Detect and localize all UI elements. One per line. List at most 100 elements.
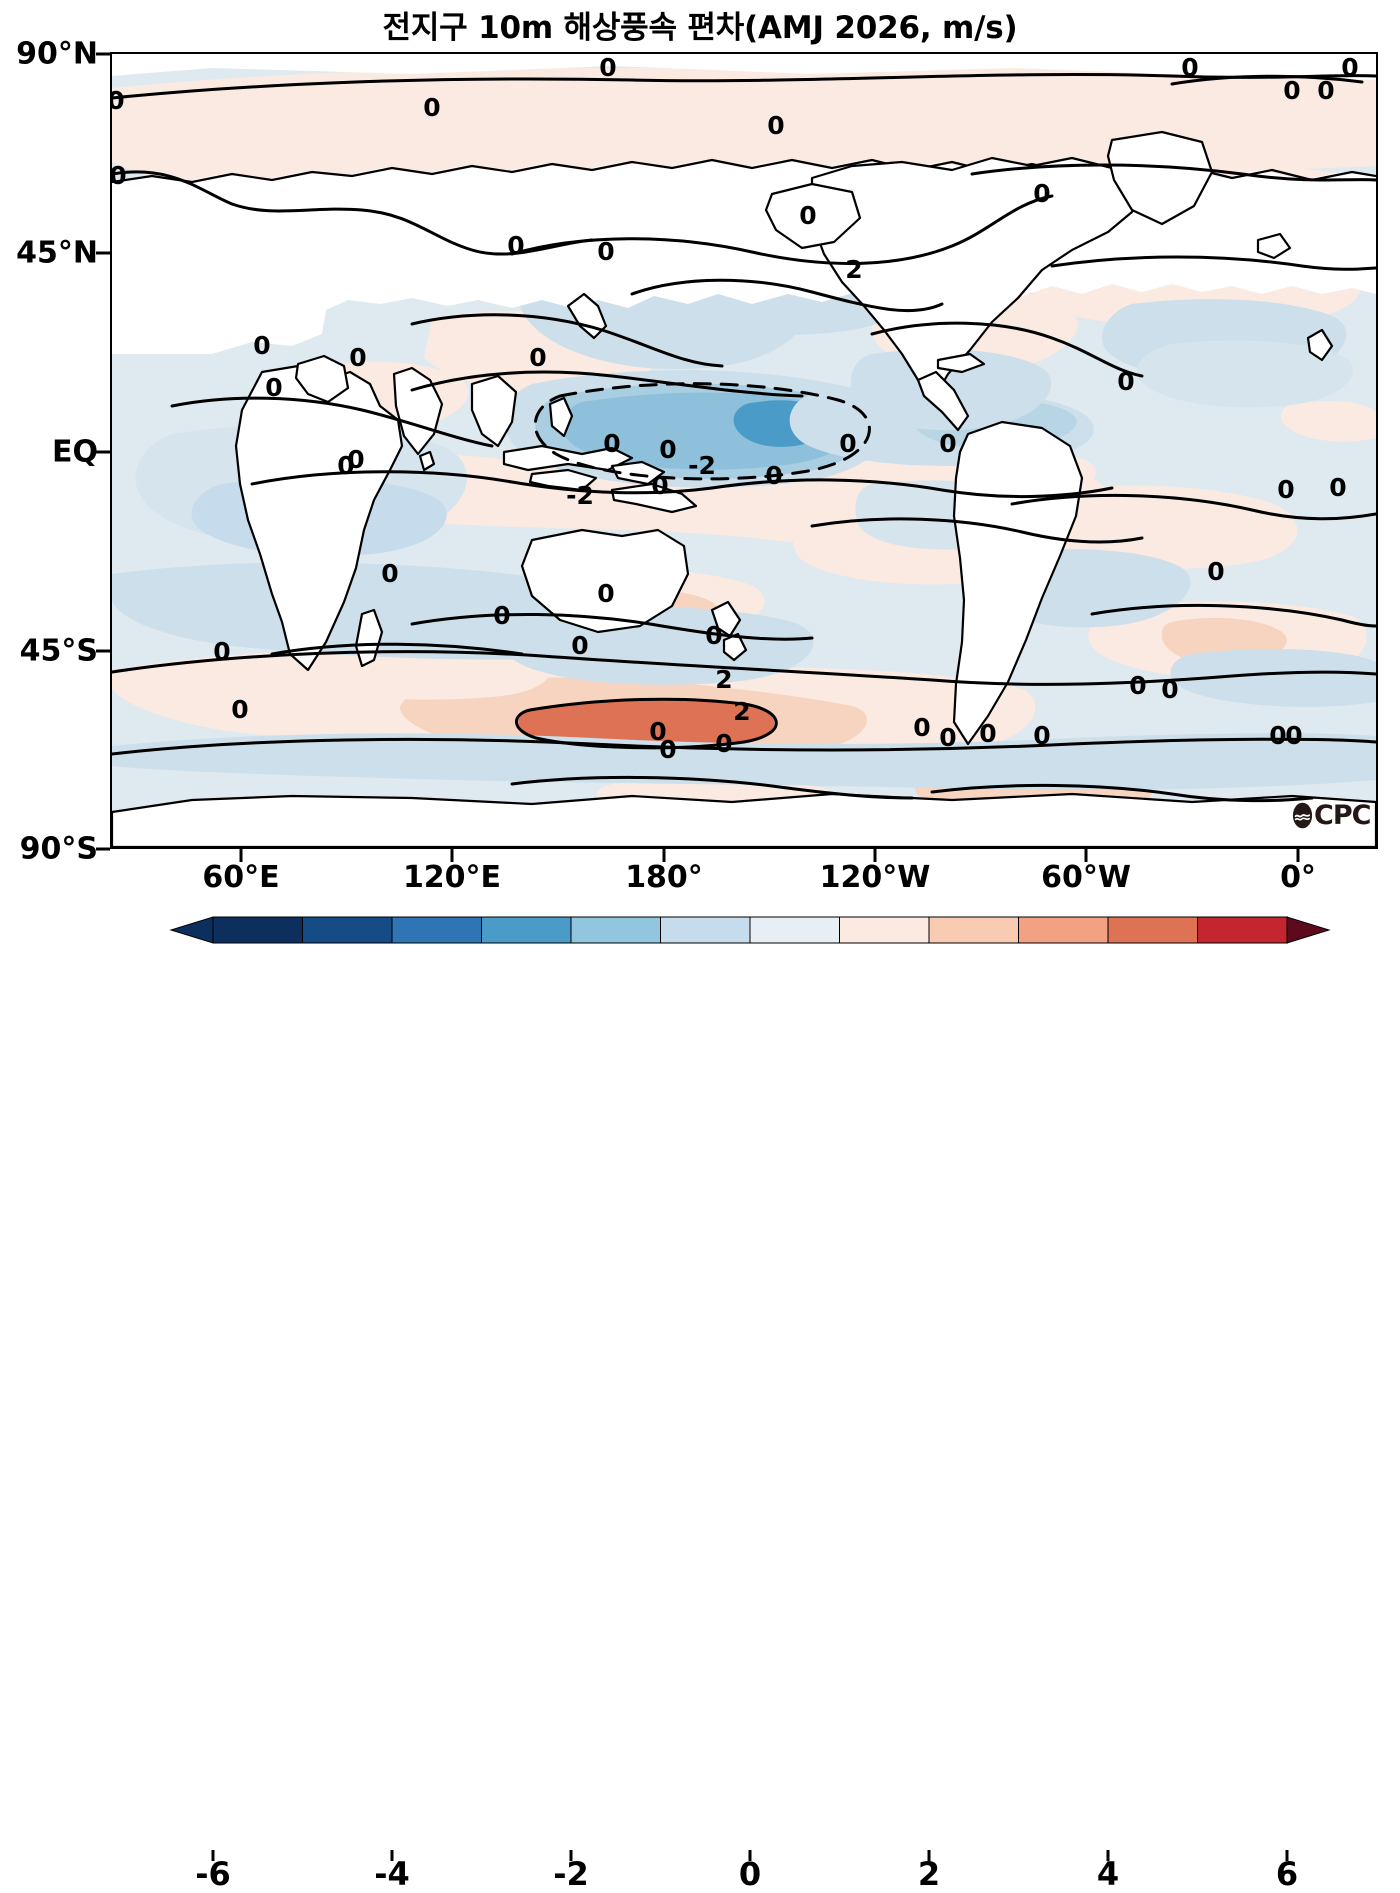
svg-text:0: 0 bbox=[529, 343, 546, 372]
cpc-logo: CPC bbox=[1292, 800, 1371, 831]
colorbar-tick-label-m4: -4 bbox=[374, 1855, 410, 1893]
colorbar-gradient bbox=[169, 916, 1331, 944]
ytick-label-45s: 45°S bbox=[19, 633, 98, 669]
svg-text:0: 0 bbox=[265, 373, 282, 402]
colorbar-tick-label-2: 2 bbox=[917, 1855, 941, 1893]
colorbar[interactable]: -6 -4 -2 0 2 4 6 bbox=[0, 905, 1400, 1893]
svg-text:0: 0 bbox=[1117, 367, 1134, 396]
colorbar-swatch bbox=[481, 916, 573, 944]
svg-text:0: 0 bbox=[1033, 179, 1050, 208]
xtick-label-0: 0° bbox=[1280, 860, 1316, 895]
svg-text:0: 0 bbox=[507, 231, 524, 260]
ytick-mark-45n bbox=[96, 251, 110, 255]
svg-text:0: 0 bbox=[1329, 473, 1346, 502]
svg-text:0: 0 bbox=[347, 445, 364, 474]
colorbar-tick-label-m6: -6 bbox=[195, 1855, 231, 1893]
oval-wave-icon bbox=[1292, 802, 1313, 829]
svg-text:0: 0 bbox=[231, 695, 248, 724]
svg-text:0: 0 bbox=[1161, 675, 1178, 704]
colorbar-swatch bbox=[1197, 916, 1289, 944]
svg-text:0: 0 bbox=[651, 471, 668, 500]
colorbar-tick-label-6: 6 bbox=[1275, 1855, 1299, 1893]
xtick-mark-60e bbox=[239, 849, 243, 862]
svg-text:0: 0 bbox=[381, 559, 398, 588]
cpc-logo-text: CPC bbox=[1314, 800, 1371, 831]
xtick-mark-0 bbox=[1296, 849, 1300, 862]
svg-text:0: 0 bbox=[715, 729, 732, 758]
svg-text:-2: -2 bbox=[688, 451, 716, 480]
svg-text:2: 2 bbox=[845, 255, 862, 284]
svg-text:0: 0 bbox=[939, 429, 956, 458]
coastlines bbox=[112, 54, 1376, 847]
svg-text:2: 2 bbox=[715, 665, 732, 694]
ytick-label-45n: 45°N bbox=[16, 235, 98, 271]
svg-text:0: 0 bbox=[1283, 76, 1300, 105]
contour-labels: 0 0 0 0 0 0 0 0 0 0 0 0 0 0 0 0 0 bbox=[112, 54, 1359, 764]
svg-text:0: 0 bbox=[659, 435, 676, 464]
xtick-label-60e: 60°E bbox=[202, 860, 280, 895]
xtick-label-180: 180° bbox=[625, 860, 703, 895]
svg-text:0: 0 bbox=[765, 461, 782, 490]
svg-text:0: 0 bbox=[939, 723, 956, 752]
xtick-mark-120w bbox=[873, 849, 877, 862]
colorbar-over-arrow bbox=[1286, 916, 1331, 944]
xtick-mark-180 bbox=[662, 849, 666, 862]
colorbar-swatch bbox=[391, 916, 483, 944]
svg-text:0: 0 bbox=[767, 111, 784, 140]
svg-text:0: 0 bbox=[1129, 671, 1146, 700]
svg-text:0: 0 bbox=[597, 237, 614, 266]
svg-text:0: 0 bbox=[1181, 54, 1198, 82]
contour-line-negative-2 bbox=[534, 382, 871, 481]
svg-text:0: 0 bbox=[112, 161, 127, 190]
svg-text:0: 0 bbox=[571, 631, 588, 660]
svg-text:0: 0 bbox=[1317, 76, 1334, 105]
svg-text:0: 0 bbox=[659, 735, 676, 764]
xtick-label-60w: 60°W bbox=[1041, 860, 1131, 895]
xtick-label-120e: 120°E bbox=[402, 860, 502, 895]
ytick-mark-45s bbox=[96, 649, 110, 653]
svg-text:0: 0 bbox=[799, 201, 816, 230]
svg-text:0: 0 bbox=[253, 331, 270, 360]
colorbar-swatch bbox=[839, 916, 931, 944]
colorbar-under-arrow bbox=[169, 916, 214, 944]
svg-text:0: 0 bbox=[603, 429, 620, 458]
svg-text:0: 0 bbox=[1277, 475, 1294, 504]
svg-text:0: 0 bbox=[423, 93, 440, 122]
ytick-label-90s: 90°S bbox=[19, 831, 98, 867]
svg-text:0: 0 bbox=[1285, 721, 1302, 750]
svg-text:0: 0 bbox=[597, 579, 614, 608]
colorbar-swatch bbox=[1018, 916, 1110, 944]
svg-text:0: 0 bbox=[493, 601, 510, 630]
svg-text:-2: -2 bbox=[566, 481, 594, 510]
colorbar-swatch bbox=[212, 916, 304, 944]
map-plot-area[interactable]: 0 0 0 0 0 0 0 0 0 0 0 0 0 0 0 0 0 bbox=[110, 52, 1378, 849]
page-title: 전지구 10m 해상풍속 편차(AMJ 2026, m/s) bbox=[382, 10, 1018, 46]
svg-text:0: 0 bbox=[599, 54, 616, 82]
svg-text:0: 0 bbox=[913, 713, 930, 742]
xtick-label-120w: 120°W bbox=[819, 860, 931, 895]
colorbar-swatch bbox=[928, 916, 1020, 944]
colorbar-tick-label-4: 4 bbox=[1096, 1855, 1120, 1893]
ytick-mark-90s bbox=[96, 847, 110, 851]
colorbar-swatch bbox=[570, 916, 662, 944]
svg-text:0: 0 bbox=[1207, 557, 1224, 586]
ytick-mark-eq bbox=[96, 450, 110, 454]
colorbar-tick-label-m2: -2 bbox=[553, 1855, 589, 1893]
colorbar-swatch bbox=[1107, 916, 1199, 944]
svg-text:0: 0 bbox=[112, 86, 125, 115]
svg-text:0: 0 bbox=[1033, 721, 1050, 750]
colorbar-swatch bbox=[660, 916, 752, 944]
svg-text:0: 0 bbox=[337, 451, 354, 480]
colorbar-swatch bbox=[749, 916, 841, 944]
ytick-label-90n: 90°N bbox=[16, 36, 98, 72]
xtick-mark-120e bbox=[450, 849, 454, 862]
svg-text:0: 0 bbox=[1269, 721, 1286, 750]
svg-text:0: 0 bbox=[1341, 54, 1358, 82]
svg-text:0: 0 bbox=[839, 429, 856, 458]
xtick-mark-60w bbox=[1084, 849, 1088, 862]
svg-text:0: 0 bbox=[349, 343, 366, 372]
colorbar-tick-label-0: 0 bbox=[738, 1855, 762, 1893]
wind-anomaly-map: 0 0 0 0 0 0 0 0 0 0 0 0 0 0 0 0 0 bbox=[112, 54, 1376, 847]
colorbar-swatch bbox=[302, 916, 394, 944]
contour-lines-zero bbox=[112, 72, 1376, 803]
